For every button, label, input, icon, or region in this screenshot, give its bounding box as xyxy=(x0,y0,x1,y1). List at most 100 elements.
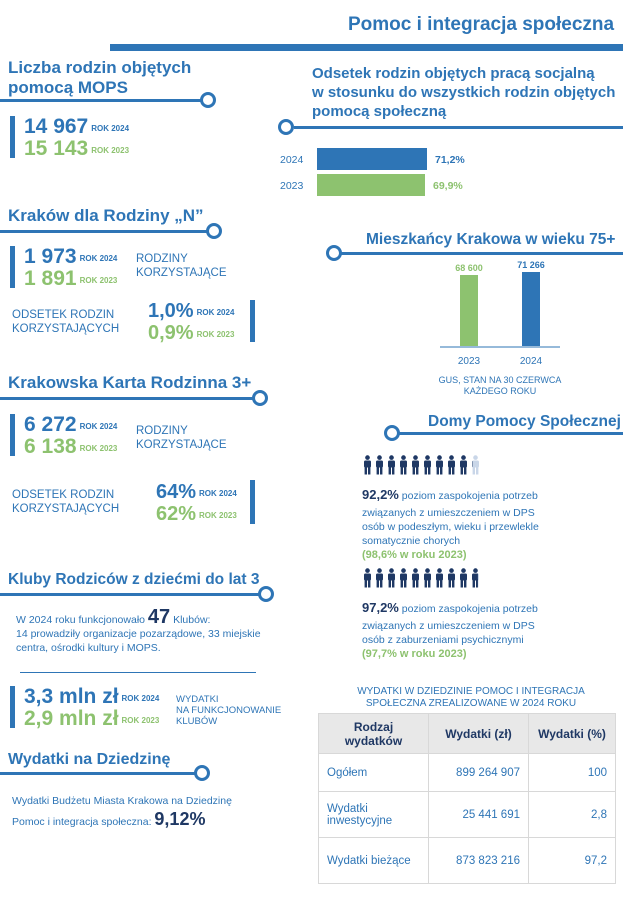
person-icon xyxy=(388,568,395,588)
person-icon xyxy=(364,568,371,588)
residents-chart: 68 600 2023 71 266 2024 xyxy=(440,260,560,367)
kkr-rule xyxy=(0,397,254,400)
person-icon xyxy=(448,568,455,588)
table-row: Ogółem 899 264 907 100 xyxy=(318,753,616,792)
person-icon xyxy=(424,455,431,475)
residents-year-2023: 2023 xyxy=(458,356,481,367)
social-work-label-2024: 71,2% xyxy=(435,154,465,166)
mops-bar xyxy=(10,116,15,158)
clubs-desc: WYDATKI NA FUNKCJONOWANIE KLUBÓW xyxy=(176,694,282,727)
dps-pct-1: 92,2% xyxy=(362,487,399,502)
krakow-n-value-2023: 1 891 xyxy=(24,267,77,290)
krakow-n-title: Kraków dla Rodziny „N” xyxy=(8,206,204,225)
person-icon xyxy=(376,455,383,475)
residents-bar-2024 xyxy=(522,272,540,346)
krakow-n-pct-2023: 0,9% xyxy=(148,322,194,344)
table-header: Wydatki (zł) xyxy=(428,713,529,754)
krakow-n-pct-2024: 1,0% xyxy=(148,300,194,322)
clubs-circle xyxy=(258,586,274,602)
kkr-share-label: ODSETEK RODZIN KORZYSTAJĄCYCH xyxy=(12,489,120,515)
person-icon xyxy=(472,455,479,475)
kkr-circle xyxy=(252,390,268,406)
expenses-table: Rodzaj wydatków Wydatki (zł) Wydatki (%)… xyxy=(318,713,616,884)
dps-prev-1: (98,6% w roku 2023) xyxy=(362,549,467,561)
expenses-circle xyxy=(194,765,210,781)
person-icon xyxy=(472,568,479,588)
krakow-n-pcts: 1,0% ROK 2024 0,9% ROK 2023 xyxy=(148,300,235,344)
expenses-rule xyxy=(0,772,196,775)
dps-icons-2 xyxy=(362,568,482,590)
expenses-title: Wydatki na Dziedzinę xyxy=(8,751,171,768)
person-icon xyxy=(400,455,407,475)
dps-title: Domy Pomocy Społecznej xyxy=(428,413,621,430)
person-icon xyxy=(376,568,383,588)
social-work-rule xyxy=(294,126,623,129)
person-icon xyxy=(400,568,407,588)
mops-title: Liczba rodzin objętych pomocą MOPS xyxy=(8,58,192,97)
clubs-rule xyxy=(0,593,262,596)
table-row: Wydatki bieżące 873 823 216 97,2 xyxy=(318,837,616,884)
expenses-line2: Pomoc i integracja społeczna: xyxy=(12,816,152,828)
expenses-line1: Wydatki Budżetu Miasta Krakowa na Dziedz… xyxy=(12,795,232,807)
kkr-value-2024: 6 272 xyxy=(24,413,77,436)
dps-circle xyxy=(384,425,400,441)
dps-rule xyxy=(398,432,623,435)
expenses-value: 9,12% xyxy=(154,809,206,829)
person-icon xyxy=(412,455,419,475)
social-work-circle xyxy=(278,119,294,135)
kkr-pcts: 64% ROK 2024 62% ROK 2023 xyxy=(156,481,237,525)
kkr-families-label: RODZINY KORZYSTAJĄCE xyxy=(136,425,227,451)
clubs-values: 3,3 mln zł ROK 2024 2,9 mln zł ROK 2023 xyxy=(24,685,160,730)
social-work-year-2023: 2023 xyxy=(280,180,304,192)
residents-value-2023: 68 600 xyxy=(455,263,483,273)
krakow-n-pct-bar xyxy=(250,300,255,342)
clubs-divider xyxy=(20,672,256,673)
dps-pct-2: 97,2% xyxy=(362,600,399,615)
kkr-value-2023: 6 138 xyxy=(24,435,77,458)
social-work-bar-2023 xyxy=(317,174,425,196)
kkr-pct-2023: 62% xyxy=(156,503,197,525)
clubs-text: W 2024 roku funkcjonowało 47 Klubów: 14 … xyxy=(16,606,261,654)
dps-text-1: 92,2% poziom zaspokojenia potrzeb związa… xyxy=(362,484,612,562)
social-work-chart: 2024 71,2% 2023 69,9% xyxy=(280,148,580,200)
clubs-count: 47 xyxy=(147,606,171,628)
mops-rule xyxy=(0,99,202,102)
krakow-n-families-label: RODZINY KORZYSTAJĄCE xyxy=(136,253,227,279)
residents-year-2024: 2024 xyxy=(520,356,543,367)
clubs-title: Kluby Rodziców z dziećmi do lat 3 xyxy=(8,571,260,588)
mops-value-2023: 15 143 xyxy=(24,137,89,160)
kkr-bar xyxy=(10,414,15,456)
krakow-n-values: 1 973 ROK 2024 1 891 ROK 2023 xyxy=(24,245,118,290)
clubs-value-2024: 3,3 mln zł xyxy=(24,685,119,708)
residents-value-2024: 71 266 xyxy=(517,260,545,270)
mops-circle xyxy=(200,92,216,108)
social-work-year-2024: 2024 xyxy=(280,154,304,166)
person-icon xyxy=(448,455,455,475)
table-row: Wydatki inwestycyjne 25 441 691 2,8 xyxy=(318,791,616,838)
person-icon xyxy=(436,568,443,588)
clubs-value-2023: 2,9 mln zł xyxy=(24,707,119,730)
table-caption: WYDATKI W DZIEDZINIE POMOC I INTEGRACJA … xyxy=(357,686,585,709)
social-work-label-2023: 69,9% xyxy=(433,180,463,192)
residents-bar-2023 xyxy=(460,275,478,346)
residents-title: Mieszkańcy Krakowa w wieku 75+ xyxy=(366,231,616,248)
social-work-title: Odsetek rodzin objętych pracą socjalną w… xyxy=(312,65,616,120)
person-icon xyxy=(460,455,467,475)
expenses-line2-wrap: Pomoc i integracja społeczna: 9,12% xyxy=(12,809,206,829)
kkr-pct-2024: 64% xyxy=(156,481,197,503)
krakow-n-circle xyxy=(206,223,222,239)
person-icon xyxy=(412,568,419,588)
person-icon xyxy=(364,455,371,475)
person-icon xyxy=(388,455,395,475)
krakow-n-share-label: ODSETEK RODZIN KORZYSTAJĄCYCH xyxy=(12,309,120,335)
kkr-pct-bar xyxy=(250,480,255,524)
person-icon xyxy=(436,455,443,475)
residents-circle xyxy=(326,245,342,261)
residents-source: GUS, STAN NA 30 CZERWCA KAŻDEGO ROKU xyxy=(438,375,562,396)
table-header: Rodzaj wydatków xyxy=(318,713,429,754)
dps-text-2: 97,2% poziom zaspokojenia potrzeb związa… xyxy=(362,597,612,661)
table-header: Wydatki (%) xyxy=(528,713,616,754)
dps-icons-1 xyxy=(362,455,482,477)
page-title: Pomoc i integracja społeczna xyxy=(348,14,615,35)
kkr-values: 6 272 ROK 2024 6 138 ROK 2023 xyxy=(24,413,118,458)
